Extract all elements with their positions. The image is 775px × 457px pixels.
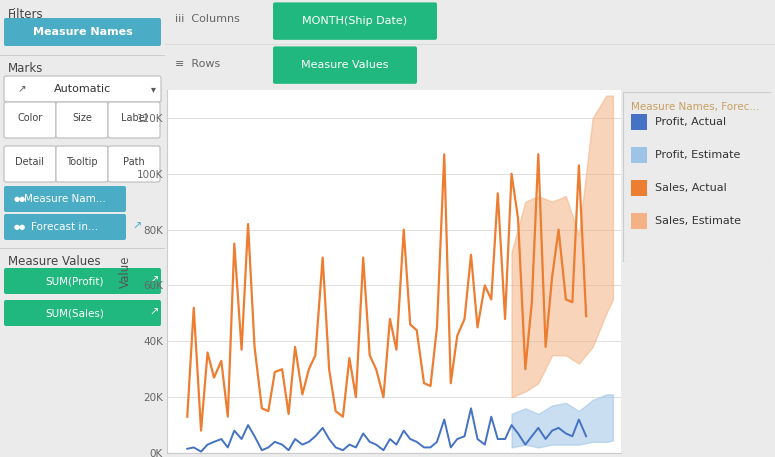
Text: MONTH(Ship Date): MONTH(Ship Date) [302, 16, 408, 26]
Text: Path: Path [123, 157, 145, 167]
Text: Filters: Filters [8, 8, 43, 21]
Bar [631, 180, 647, 196]
Text: ↗: ↗ [18, 84, 27, 94]
Text: Label: Label [121, 113, 147, 123]
Bar [631, 114, 647, 130]
Text: Measure Nam...: Measure Nam... [24, 194, 106, 204]
Text: Sales, Estimate: Sales, Estimate [655, 216, 741, 226]
FancyBboxPatch shape [273, 2, 437, 40]
FancyBboxPatch shape [4, 18, 161, 46]
FancyBboxPatch shape [56, 102, 108, 138]
Text: ▾: ▾ [151, 84, 156, 94]
FancyBboxPatch shape [4, 268, 161, 294]
FancyBboxPatch shape [108, 102, 160, 138]
Text: ●●: ●● [14, 196, 26, 202]
Text: Sales, Actual: Sales, Actual [655, 183, 727, 193]
Text: SUM(Profit): SUM(Profit) [45, 276, 104, 286]
Text: Profit, Actual: Profit, Actual [655, 117, 726, 127]
Text: Automatic: Automatic [54, 84, 111, 94]
FancyBboxPatch shape [56, 146, 108, 182]
Text: Measure Names, Forec...: Measure Names, Forec... [631, 102, 760, 112]
FancyBboxPatch shape [4, 102, 56, 138]
FancyBboxPatch shape [4, 76, 161, 102]
Bar [631, 213, 647, 229]
Text: SUM(Sales): SUM(Sales) [45, 308, 104, 318]
Text: Detail: Detail [16, 157, 44, 167]
FancyBboxPatch shape [4, 146, 56, 182]
Text: Marks: Marks [8, 62, 43, 75]
Text: Size: Size [72, 113, 92, 123]
Bar [631, 147, 647, 163]
FancyBboxPatch shape [108, 146, 160, 182]
Text: Measure Names: Measure Names [33, 27, 133, 37]
Text: ↗: ↗ [132, 222, 141, 232]
FancyBboxPatch shape [4, 214, 126, 240]
Text: ↗: ↗ [149, 308, 158, 318]
FancyBboxPatch shape [4, 186, 126, 212]
Text: ↗: ↗ [149, 276, 158, 286]
Text: Measure Values: Measure Values [8, 255, 101, 268]
Y-axis label: Value: Value [119, 255, 133, 288]
Text: Measure Values: Measure Values [301, 60, 389, 70]
Text: Forecast in...: Forecast in... [32, 222, 98, 232]
Text: Color: Color [17, 113, 43, 123]
FancyBboxPatch shape [273, 47, 417, 84]
Text: iii  Columns: iii Columns [175, 14, 240, 24]
Text: ≡  Rows: ≡ Rows [175, 59, 220, 69]
Text: ●●: ●● [14, 224, 26, 230]
Text: Tooltip: Tooltip [66, 157, 98, 167]
FancyBboxPatch shape [4, 300, 161, 326]
Text: Profit, Estimate: Profit, Estimate [655, 150, 740, 160]
